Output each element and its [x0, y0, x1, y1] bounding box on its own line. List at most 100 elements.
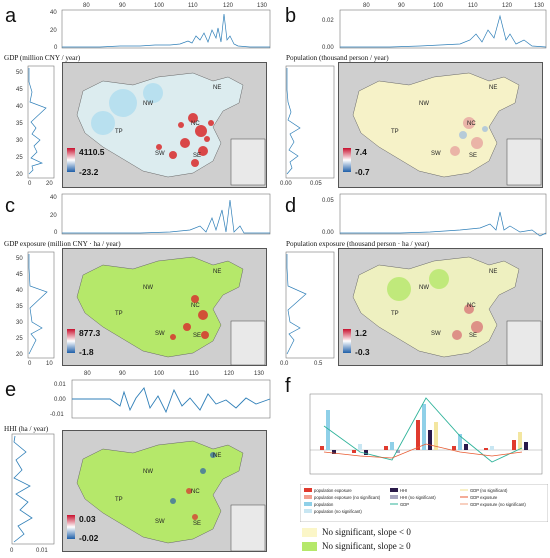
- svg-text:0.00: 0.00: [322, 230, 334, 236]
- svg-text:0.5: 0.5: [314, 361, 323, 367]
- svg-text:NW: NW: [143, 469, 153, 475]
- svg-text:NE: NE: [213, 453, 221, 459]
- colorbar-max: 7.4: [355, 147, 367, 157]
- svg-text:0.00: 0.00: [280, 181, 292, 187]
- panel-letter: e: [5, 379, 17, 401]
- svg-text:0.01: 0.01: [54, 382, 66, 388]
- tick: 80: [83, 3, 90, 9]
- china-map: NW NE TP NC SW SE 7.4 -0.7: [338, 62, 543, 188]
- colorbar: [67, 329, 75, 353]
- svg-text:NC: NC: [191, 303, 200, 309]
- svg-text:NE: NE: [489, 269, 497, 275]
- svg-text:0.02: 0.02: [322, 18, 334, 24]
- svg-text:35: 35: [16, 304, 23, 310]
- svg-text:90: 90: [398, 3, 405, 9]
- svg-text:NW: NW: [143, 101, 153, 107]
- latitude-profile-chart: 0 0.01: [10, 433, 55, 554]
- svg-text:20: 20: [50, 213, 57, 219]
- colorbar-min: -0.3: [355, 347, 370, 357]
- china-map: NW NE TP NC SW SE 4110.5 -23.2: [62, 62, 267, 188]
- colorbar: [67, 148, 75, 172]
- top-x-ticks: 80 90 100 110 120 130: [83, 3, 268, 9]
- svg-text:40: 40: [16, 104, 23, 110]
- colorbar-max: 4110.5: [79, 147, 105, 157]
- panel-title: GDP exposure (million CNY · ha / year): [4, 240, 121, 248]
- svg-text:TP: TP: [115, 129, 123, 135]
- legend-col-2: HHI HHI (no significant) GDP: [390, 488, 436, 507]
- svg-text:HHI: HHI: [400, 488, 407, 493]
- svg-text:0.00: 0.00: [54, 397, 66, 403]
- svg-text:SW: SW: [155, 151, 165, 157]
- longitude-profile-chart: 0.00 0.05: [322, 193, 547, 237]
- colorbar: [343, 329, 351, 353]
- tick: 0: [54, 45, 58, 51]
- svg-text:0: 0: [10, 548, 14, 554]
- svg-text:30: 30: [16, 320, 23, 326]
- bars: [320, 404, 528, 455]
- panel-letter: f: [285, 375, 291, 397]
- colorbar-min: -0.7: [355, 167, 370, 177]
- svg-text:20: 20: [16, 172, 23, 178]
- svg-text:SW: SW: [431, 151, 441, 157]
- svg-text:GDP: GDP: [400, 502, 409, 507]
- svg-text:120: 120: [224, 371, 235, 377]
- panel-letter: d: [285, 195, 297, 217]
- svg-text:45: 45: [16, 87, 23, 93]
- svg-text:0: 0: [28, 181, 32, 187]
- tick: 90: [119, 3, 126, 9]
- chart-legend: population exposure population exposure …: [300, 484, 548, 522]
- svg-text:120: 120: [502, 3, 513, 9]
- svg-text:25: 25: [16, 155, 23, 161]
- svg-text:SE: SE: [469, 333, 477, 339]
- panel-title: GDP (million CNY / year): [4, 54, 81, 62]
- svg-text:NC: NC: [191, 121, 200, 127]
- china-map: NW NE TP NC SW SE 877.3 -1.8: [62, 248, 267, 366]
- svg-text:35: 35: [16, 121, 23, 127]
- svg-text:0.05: 0.05: [310, 181, 322, 187]
- svg-text:20: 20: [16, 352, 23, 358]
- panel-title: Population exposure (thousand person · h…: [286, 240, 430, 248]
- svg-text:NW: NW: [143, 285, 153, 291]
- legend-no-significant-positive: No significant, slope ≥ 0: [302, 541, 411, 552]
- tick: 120: [223, 3, 234, 9]
- svg-text:NC: NC: [467, 303, 476, 309]
- svg-text:45: 45: [16, 272, 23, 278]
- latitude-profile-chart: 20 25 30 35 40 45 50 0 20: [16, 65, 55, 187]
- svg-text:SE: SE: [193, 521, 201, 527]
- tick: 130: [257, 3, 268, 9]
- svg-text:GDP exposure (no significant): GDP exposure (no significant): [470, 502, 526, 507]
- legend-col-1: population exposure population exposure …: [304, 488, 381, 514]
- svg-text:population exposure (no signif: population exposure (no significant): [314, 495, 381, 500]
- svg-text:NE: NE: [489, 85, 497, 91]
- svg-text:0.00: 0.00: [322, 45, 334, 51]
- svg-text:90: 90: [119, 371, 126, 377]
- svg-text:20: 20: [46, 181, 53, 187]
- tick: 110: [188, 3, 198, 9]
- svg-text:50: 50: [16, 256, 23, 262]
- svg-text:TP: TP: [391, 311, 399, 317]
- svg-text:GDP (no significant): GDP (no significant): [470, 488, 508, 493]
- panel-title: HHI (ha / year): [4, 425, 49, 433]
- panel-letter: a: [5, 5, 17, 27]
- panel-letter: b: [285, 5, 297, 27]
- svg-text:population: population: [314, 502, 334, 507]
- svg-text:80: 80: [363, 3, 370, 9]
- panel-title: Population (thousand person / year): [286, 54, 389, 62]
- legend-swatch: [302, 542, 317, 552]
- svg-text:110: 110: [468, 3, 478, 9]
- regional-trend-chart: [309, 393, 543, 475]
- svg-text:80: 80: [84, 371, 91, 377]
- svg-text:130: 130: [534, 3, 545, 9]
- svg-text:SE: SE: [193, 333, 201, 339]
- svg-text:SE: SE: [469, 153, 477, 159]
- svg-text:population (no significant): population (no significant): [314, 509, 362, 514]
- svg-text:NC: NC: [467, 121, 476, 127]
- colorbar-min: -1.8: [79, 347, 94, 357]
- svg-text:TP: TP: [115, 311, 123, 317]
- svg-text:50: 50: [16, 70, 23, 76]
- legend-col-3: GDP (no significant) GDP exposure GDP ex…: [460, 488, 526, 507]
- svg-text:NW: NW: [419, 101, 429, 107]
- colorbar: [67, 515, 75, 539]
- longitude-profile-chart: 80 90 100 110 120 130 0 20 40: [50, 3, 271, 51]
- svg-text:SW: SW: [155, 331, 165, 337]
